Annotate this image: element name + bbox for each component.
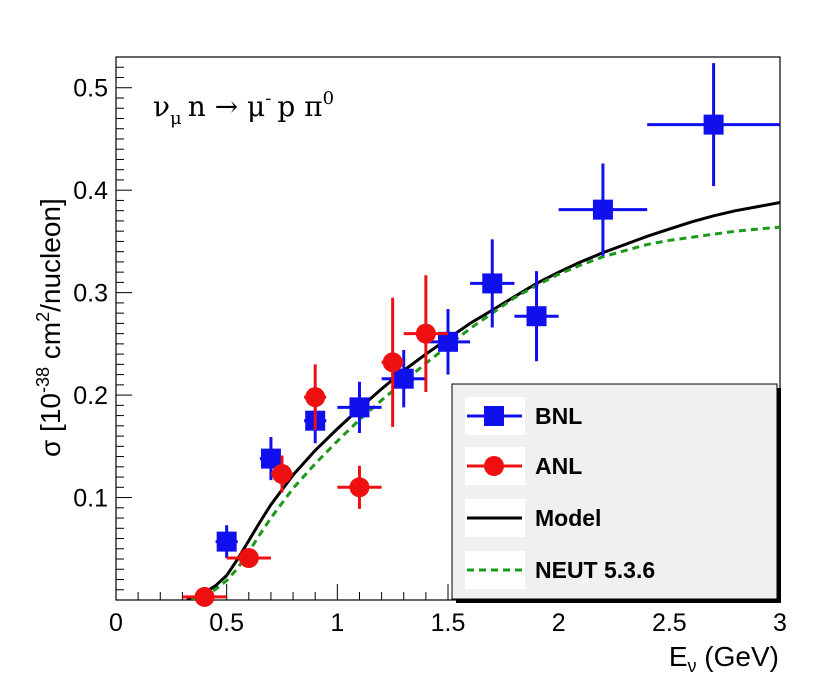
anl-data-point (337, 465, 382, 509)
reaction-tail: p π (277, 90, 322, 123)
anl-circle-marker (194, 586, 215, 607)
anl-circle-marker (382, 352, 403, 373)
anl-data-point (403, 275, 448, 393)
x-tick-label: 0 (109, 609, 123, 637)
y-axis-title-pre: σ [10 (35, 393, 66, 457)
y-axis-title-mid: cm (35, 322, 66, 367)
anl-circle-marker (305, 387, 326, 408)
y-tick-label: 0.1 (73, 485, 108, 513)
legend-label: Model (535, 505, 601, 531)
bnl-square-marker (349, 397, 370, 418)
y-axis-title-exponent-2: 2 (33, 312, 53, 322)
bnl-square-marker (393, 368, 414, 389)
x-tick-label: 3 (773, 609, 787, 637)
legend-entry-model: Model (465, 499, 601, 537)
bnl-data-point (425, 309, 471, 375)
bnl-data-point (514, 271, 559, 362)
reaction-body: n → μ (188, 90, 266, 123)
bnl-data-point (381, 350, 426, 408)
bnl-data-point (470, 239, 515, 328)
x-axis-title: Eν (GeV) (669, 641, 779, 676)
y-tick-label: 0.4 (73, 177, 108, 205)
legend-swatch-marker (484, 406, 504, 426)
reaction-annotation: νμ n → μ-p π0 (153, 88, 334, 129)
bnl-square-marker (526, 306, 547, 327)
bnl-square-marker (438, 331, 458, 352)
legend-swatch-marker (484, 456, 504, 476)
anl-data-point (381, 297, 404, 427)
x-axis-title-subscript: ν (688, 656, 697, 676)
anl-circle-marker (415, 323, 436, 344)
legend-entry-bnl: BNL (465, 397, 582, 435)
reaction-nu: ν (153, 90, 170, 123)
bnl-square-marker (260, 448, 281, 469)
legend-entry-neut-5-3-6: NEUT 5.3.6 (465, 551, 655, 589)
x-tick-label: 1 (330, 609, 344, 637)
anl-circle-marker (349, 477, 370, 498)
bnl-square-marker (703, 114, 724, 135)
data-point-layer (182, 63, 780, 607)
legend-label: NEUT 5.3.6 (535, 557, 655, 583)
y-axis-title: σ [10-38 cm2/nucleon] (33, 198, 66, 457)
bnl-square-marker (482, 273, 503, 294)
x-tick-label: 2 (552, 609, 566, 637)
x-tick-label: 1.5 (431, 609, 466, 637)
anl-circle-marker (272, 463, 292, 484)
anl-data-point (182, 586, 227, 607)
bnl-data-point (558, 163, 648, 256)
legend-label: ANL (535, 453, 582, 479)
x-tick-label: 0.5 (209, 609, 244, 637)
y-tick-label: 0.3 (73, 280, 108, 308)
bnl-square-marker (216, 531, 237, 552)
x-axis-title-main: E (669, 641, 688, 672)
bnl-square-marker (592, 199, 613, 220)
legend: BNL ANL Model NEUT 5.3.6 (451, 383, 781, 603)
x-tick-label: 2.5 (652, 609, 687, 637)
series-line-neut-5-3-6 (190, 225, 780, 600)
reaction-nu-subscript: μ (170, 108, 182, 129)
anl-data-point (226, 547, 271, 568)
y-tick-label: 0.2 (73, 382, 108, 410)
y-axis-title-exponent-1: -38 (33, 367, 53, 393)
anl-circle-marker (238, 547, 259, 568)
legend-label: BNL (535, 403, 582, 429)
anl-data-point (270, 455, 294, 493)
anl-data-point (304, 364, 327, 430)
bnl-data-point (647, 63, 780, 187)
reaction-mu-superscript: - (265, 88, 271, 109)
bnl-data-point (337, 381, 382, 434)
bnl-data-point (215, 525, 238, 558)
legend-entry-anl: ANL (465, 447, 582, 485)
reaction-pi-superscript: 0 (323, 88, 334, 109)
y-axis-title-post: /nucleon] (35, 198, 66, 312)
x-axis-title-unit: (GeV) (697, 641, 779, 672)
y-tick-label: 0.5 (73, 75, 108, 103)
